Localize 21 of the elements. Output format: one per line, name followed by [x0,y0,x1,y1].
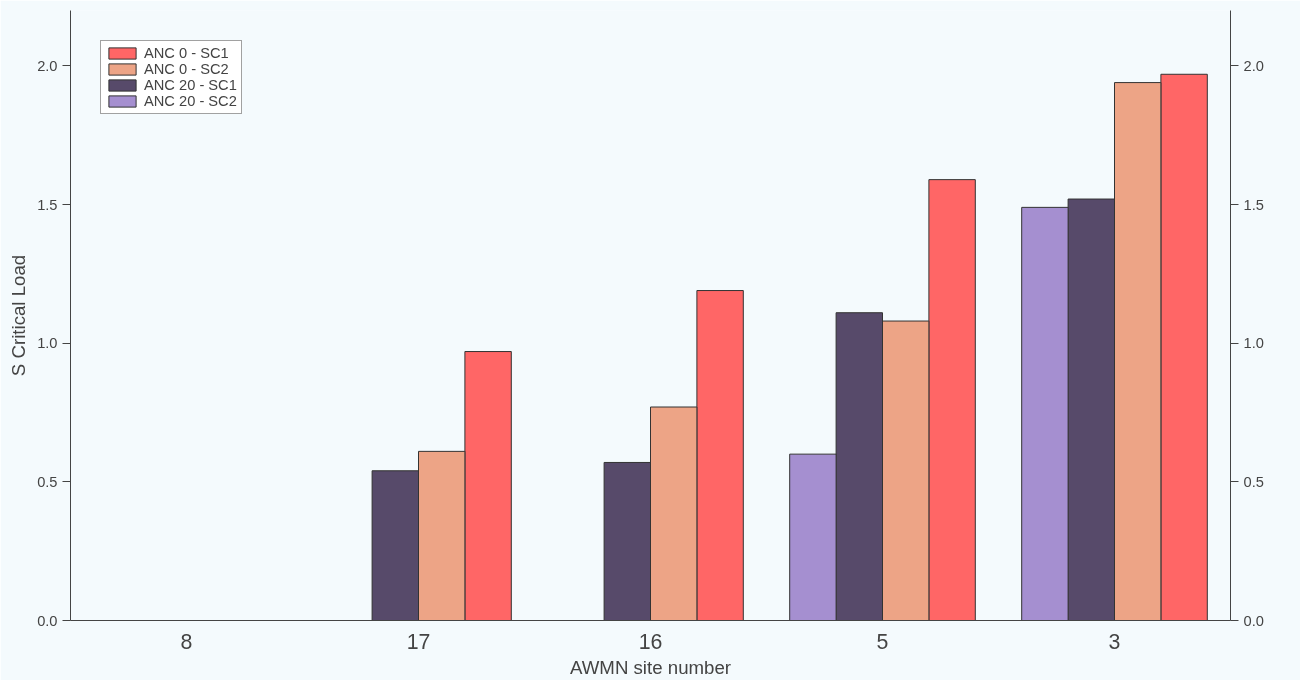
legend-label: ANC 0 - SC1 [144,45,229,61]
y2-tick-label: 0.5 [1243,473,1264,490]
y-tick-label: 0.0 [37,612,58,629]
x-tick-label: 5 [876,629,889,654]
legend-label: ANC 20 - SC1 [144,77,237,93]
legend-label: ANC 20 - SC2 [144,93,237,109]
y-tick-label: 0.5 [37,473,58,490]
y2-tick-label: 0.0 [1243,612,1264,629]
x-axis-title: AWMN site number [569,656,732,678]
x-tick-label: 17 [406,629,431,654]
y-tick-label: 1.0 [37,335,58,352]
x-tick-label: 16 [638,629,663,654]
legend-label: ANC 0 - SC2 [144,61,229,77]
x-tick-label: 8 [180,629,193,654]
y-tick-label: 1.5 [37,196,58,213]
y2-tick-label: 1.0 [1243,335,1264,352]
y-tick-label: 2.0 [37,57,58,74]
y-axis-title: S Critical Load [8,254,30,377]
y2-tick-label: 2.0 [1243,57,1264,74]
y2-tick-label: 1.5 [1243,196,1264,213]
x-tick-label: 3 [1108,629,1121,654]
